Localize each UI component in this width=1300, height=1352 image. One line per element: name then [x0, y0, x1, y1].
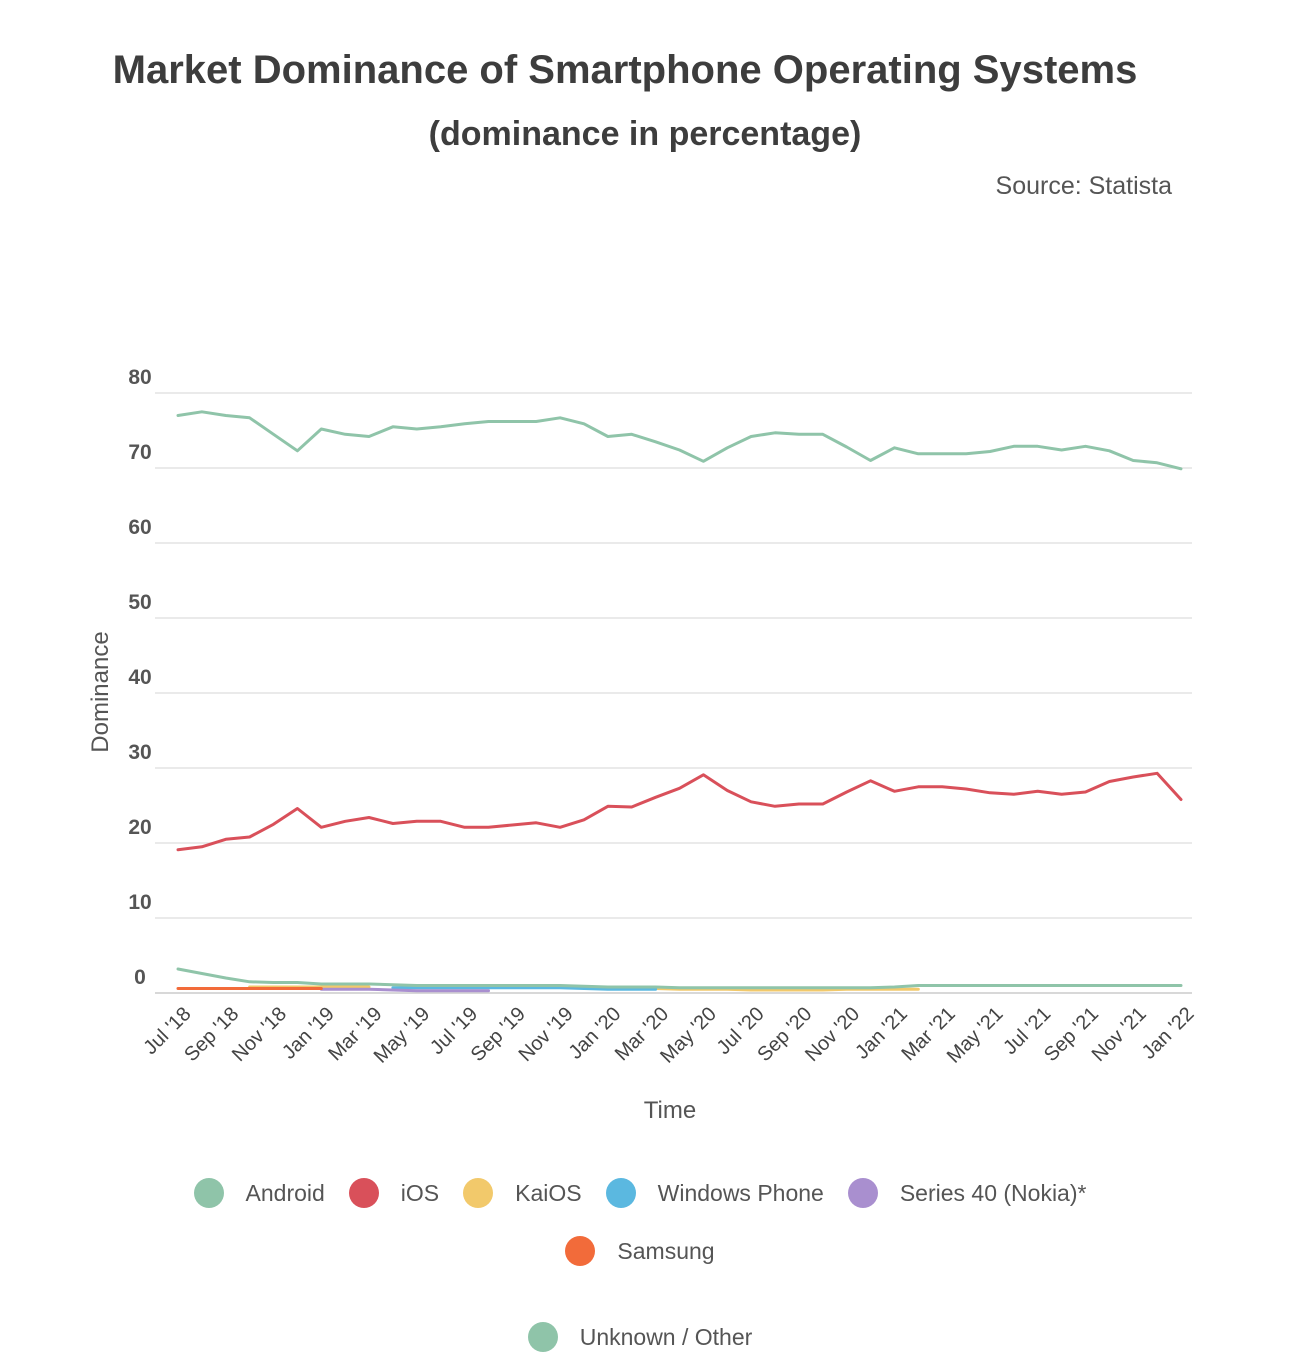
legend-item: Unknown / Other	[527, 1322, 753, 1352]
legend-swatch-icon	[193, 1178, 224, 1208]
legend-item: Android	[193, 1178, 325, 1208]
y-tick-label: 70	[128, 441, 151, 464]
y-tick-label: 40	[128, 666, 151, 689]
x-tick-label: Nov '20	[801, 1003, 864, 1066]
legend-label: Unknown / Other	[579, 1323, 753, 1350]
y-tick-label: 10	[128, 891, 151, 914]
legend-swatch-icon	[565, 1236, 596, 1266]
y-tick-label: 0	[134, 966, 146, 989]
y-tick-label: 20	[128, 816, 151, 839]
legend-item: Series 40 (Nokia)*	[847, 1178, 1087, 1208]
chart-source: Source: Statista	[995, 172, 1172, 200]
y-tick-label: 30	[128, 741, 151, 764]
legend-item: Samsung	[565, 1236, 715, 1266]
x-tick-label: Nov '21	[1088, 1003, 1151, 1066]
y-tick-label: 60	[128, 516, 151, 539]
x-tick-label: Nov '19	[515, 1003, 578, 1066]
legend-label: KaiOS	[515, 1179, 582, 1206]
series-line-unknown-other	[176, 967, 1183, 990]
legend-label: Windows Phone	[657, 1179, 824, 1206]
y-tick-label: 50	[128, 591, 151, 614]
x-tick-label: Nov '18	[228, 1003, 291, 1066]
legend-label: Series 40 (Nokia)*	[899, 1179, 1087, 1206]
legend: Android iOS KaiOS Windows Phone Series 40 (N…	[100, 1178, 1180, 1352]
x-tick-label: Jan '22	[1138, 1003, 1199, 1064]
x-axis-label: Time	[644, 1097, 696, 1124]
y-axis-label: Dominance	[87, 631, 114, 752]
series-line-ios	[176, 771, 1183, 852]
legend-swatch-icon	[527, 1322, 558, 1352]
legend-label: Android	[245, 1179, 325, 1206]
legend-swatch-icon	[463, 1178, 494, 1208]
chart-title: Market Dominance of Smartphone Operating…	[112, 48, 1138, 92]
series-line-series-40-nokia	[319, 987, 490, 993]
legend-label: iOS	[400, 1179, 440, 1206]
chart-subtitle: (dominance in percentage)	[428, 115, 862, 153]
legend-item: KaiOS	[463, 1178, 582, 1208]
legend-swatch-icon	[348, 1178, 379, 1208]
series-line-android	[176, 410, 1183, 471]
legend-item: Windows Phone	[605, 1178, 824, 1208]
legend-label: Samsung	[617, 1237, 715, 1264]
legend-item: iOS	[348, 1178, 440, 1208]
legend-swatch-icon	[847, 1178, 878, 1208]
legend-swatch-icon	[605, 1178, 636, 1208]
series-line-windows-phone	[391, 986, 658, 991]
y-tick-label: 80	[128, 366, 151, 389]
